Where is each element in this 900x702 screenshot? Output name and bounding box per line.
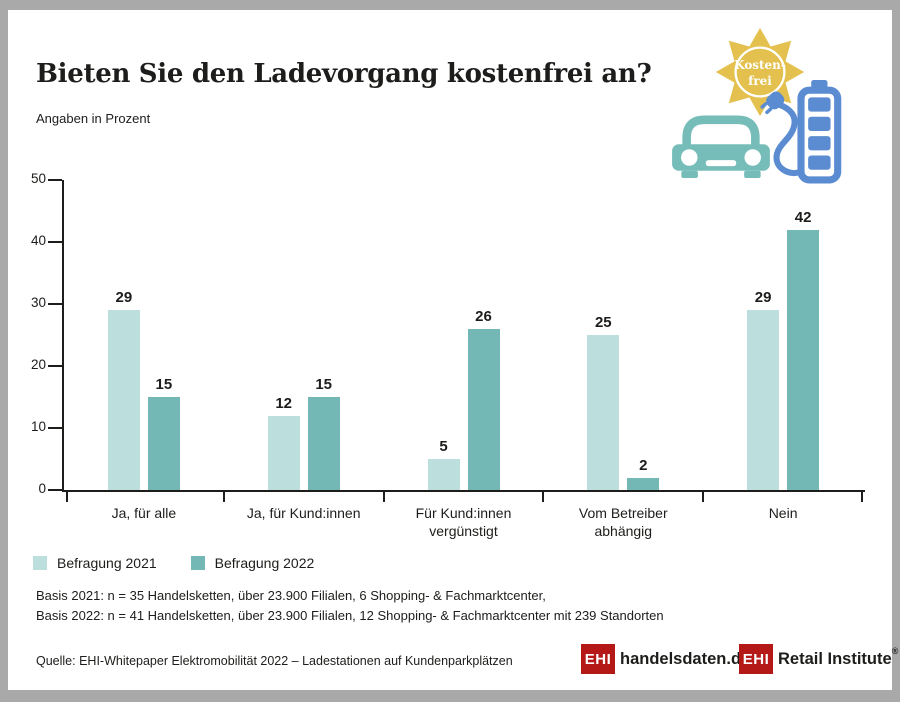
sun-text-line2: frei [748,74,772,88]
y-axis-tick-label: 20 [30,357,46,372]
basis-notes: Basis 2021: n = 35 Handelsketten, über 2… [36,586,664,626]
bar-value-label: 25 [594,314,612,331]
battery-plug-icon [760,80,842,184]
x-axis-category-label: Ja, für alle [111,505,177,521]
retail-institute-logo-label: Retail Institute® [778,646,898,669]
legend-item-2021: Befragung 2021 [33,555,157,571]
bar-value-label: 26 [475,307,492,325]
retail-institute-text: Retail Institute [778,649,892,668]
infographic-canvas: Bieten Sie den Ladevorgang kostenfrei an… [8,10,898,690]
y-axis-tick [48,303,62,305]
x-axis-category-label: Nein [768,505,798,521]
ehi-logo-mark: EHI [581,644,615,674]
ehi-logo-mark: EHI [739,644,773,674]
bar-befragung-2021 [747,310,780,490]
legend-label-2021: Befragung 2021 [57,555,157,571]
x-axis-tick [382,492,385,502]
x-axis-tick [861,492,863,502]
bar-value-label: 15 [315,376,333,393]
chart-legend: Befragung 2021 Befragung 2022 [33,555,314,571]
bar-value-label: 29 [115,289,133,307]
unit-note: Angaben in Prozent [36,111,151,126]
source-text: Quelle: EHI-Whitepaper Elektromobilität … [36,654,513,668]
y-axis-tick-label: 30 [30,295,46,310]
y-axis-tick [48,241,62,243]
y-axis-tick-label: 50 [30,171,46,186]
car-icon [672,115,770,178]
sun-text-line1: Kosten- [734,58,786,72]
bar-befragung-2021 [587,335,620,490]
y-axis-tick-label: 10 [30,419,46,434]
source-bar: Quelle: EHI-Whitepaper Elektromobilität … [8,640,898,680]
y-axis-line [62,180,64,492]
plot-area: 29 15 Ja, für alle 12 15 Ja, für Kund:innen 5 2… [48,179,865,539]
legend-item-2022: Befragung 2022 [190,555,315,571]
y-axis-tick [48,427,62,429]
bar-value-label: 42 [794,208,812,226]
bar-value-label: 12 [275,394,293,412]
x-axis-tick [542,492,545,502]
legend-swatch-2022 [190,556,205,570]
bar-befragung-2022 [787,229,820,490]
bar-value-label: 15 [155,376,173,393]
basis-2021-note: Basis 2021: n = 35 Handelsketten, über 2… [36,588,546,603]
handelsdaten-logo: EHI handelsdaten.de [581,644,750,674]
x-axis-line [62,490,865,492]
basis-2022-note: Basis 2022: n = 41 Handelsketten, über 2… [36,608,664,623]
handelsdaten-logo-label: handelsdaten.de [620,649,751,668]
y-axis-tick-label: 0 [38,481,46,496]
y-axis-tick-label: 40 [30,233,46,248]
bar-befragung-2022 [307,397,340,490]
bar-befragung-2022 [467,328,500,490]
x-axis-category-label: Für Kund:innen vergünstigt [415,505,512,540]
chart-area: 29 15 Ja, für alle 12 15 Ja, für Kund:innen 5 2… [8,10,892,550]
bar-befragung-2022 [147,397,180,490]
x-axis-tick [222,492,225,502]
legend-swatch-2021 [33,556,47,570]
bar-value-label: 5 [439,438,448,455]
bar-befragung-2021 [427,459,460,490]
x-axis-tick [702,492,705,502]
y-axis-tick [48,489,62,491]
sun-kostenfrei-icon: Kosten- frei [715,27,805,117]
bar-befragung-2021 [107,310,140,490]
registered-trademark-symbol: ® [891,645,899,656]
charging-illustration: Kosten- frei [638,10,892,210]
x-axis-category-label: Ja, für Kund:innen [246,505,361,521]
y-axis-tick [48,179,62,181]
bar-befragung-2021 [267,415,300,490]
x-axis-category-label: Vom Betreiber abhängig [578,505,668,540]
legend-label-2022: Befragung 2022 [214,555,315,571]
bar-value-label: 2 [639,456,648,474]
ehi-retail-institute-logo: EHI Retail Institute® [739,644,898,674]
page-title: Bieten Sie den Ladevorgang kostenfrei an… [36,59,652,90]
bar-befragung-2022 [627,477,660,490]
x-axis-tick [66,492,68,502]
bar-value-label: 29 [754,289,772,307]
y-axis-tick [48,365,62,367]
